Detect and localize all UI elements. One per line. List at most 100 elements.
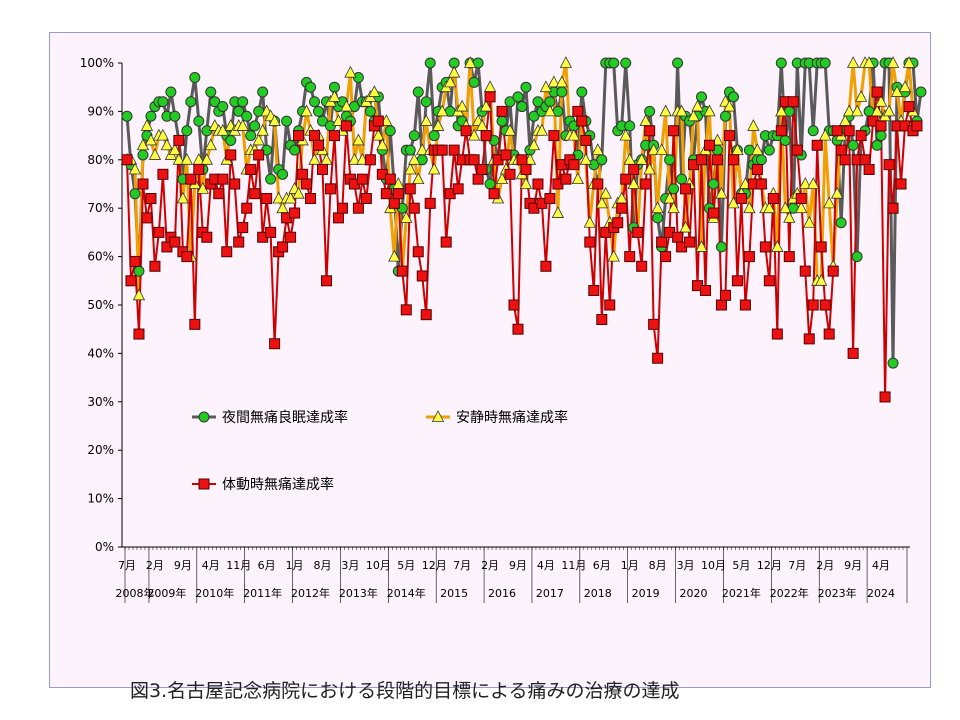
data-point: [217, 173, 229, 185]
y-tick-label: 100%: [80, 56, 114, 70]
data-point: [129, 255, 141, 267]
data-point: [436, 104, 449, 117]
data-point: [148, 148, 162, 160]
data-point: [544, 193, 556, 205]
data-point: [847, 139, 859, 151]
data-point: [400, 211, 413, 223]
data-point: [763, 201, 776, 214]
data-point: [364, 154, 376, 166]
data-point: [496, 105, 508, 117]
data-point: [233, 236, 245, 248]
y-tick-label: 80%: [87, 153, 114, 167]
data-point: [680, 183, 692, 195]
data-point: [121, 110, 133, 122]
x-month-label: 10月: [701, 559, 726, 572]
data-point: [233, 105, 245, 117]
x-year-label: 2023年: [818, 586, 857, 600]
data-point: [500, 149, 512, 161]
legend-label: 安静時無痛達成率: [456, 409, 568, 426]
data-point: [432, 119, 445, 131]
data-point: [771, 328, 783, 340]
x-year-label: 2012年: [291, 586, 330, 600]
x-year-label: 2013年: [339, 586, 378, 600]
data-point: [596, 154, 608, 166]
data-point: [567, 128, 581, 141]
data-point: [862, 56, 876, 68]
x-month-label: 3月: [677, 559, 695, 572]
data-point: [145, 193, 157, 205]
data-point: [815, 273, 828, 286]
data-point: [647, 143, 660, 156]
data-point: [803, 215, 816, 228]
figure-caption: 図3.名古屋記念病院における段階的目標による痛みの治療の達成: [130, 680, 680, 702]
legend-marker: [198, 411, 210, 423]
x-month-label: 5月: [397, 559, 415, 572]
x-month-label: 11月: [561, 559, 586, 572]
x-year-label: 2021年: [722, 586, 761, 600]
data-point: [747, 119, 760, 131]
data-point: [153, 226, 165, 238]
data-point: [707, 178, 719, 190]
data-point: [420, 309, 432, 321]
data-point: [874, 94, 888, 107]
data-point: [364, 105, 376, 117]
data-point: [480, 130, 492, 142]
data-point: [715, 299, 727, 311]
data-point: [679, 220, 692, 233]
data-point: [672, 57, 684, 69]
data-point: [672, 231, 684, 243]
data-point: [815, 241, 827, 253]
data-point: [887, 202, 899, 214]
data-point: [759, 241, 771, 253]
data-point: [137, 178, 149, 190]
data-point: [859, 154, 871, 166]
chart-axes: 0% 10% 20% 30% 40% 50% 60% 70% 80% 90% 100% 7月 2月 9月 4…: [80, 56, 910, 603]
data-point: [723, 130, 735, 142]
x-month-label: 10月: [366, 559, 391, 572]
data-point: [707, 207, 719, 219]
data-point: [265, 173, 277, 185]
legend-marker: [198, 478, 210, 490]
data-point: [596, 314, 608, 326]
data-point: [704, 139, 716, 151]
data-point: [583, 215, 596, 228]
data-point: [532, 96, 544, 108]
data-point: [168, 143, 182, 156]
data-point: [775, 125, 787, 137]
data-point: [652, 212, 664, 224]
data-point: [129, 188, 141, 200]
data-point: [297, 168, 309, 180]
data-point: [368, 85, 381, 97]
data-point: [269, 338, 281, 350]
chart-frame: 0% 10% 20% 30% 40% 50% 60% 70% 80% 90% 100% 7月 2月 9月 4…: [49, 32, 931, 702]
data-point: [883, 159, 895, 171]
data-point: [636, 260, 648, 272]
legend-label: 夜間無痛良眠達成率: [222, 409, 348, 426]
data-point: [133, 328, 145, 340]
data-point: [125, 275, 137, 287]
data-point: [775, 57, 787, 69]
data-point: [348, 152, 361, 165]
data-point: [604, 299, 616, 311]
data-point: [241, 202, 253, 214]
data-point: [547, 75, 561, 88]
data-point: [376, 138, 389, 151]
legend-label: 体動時無痛達成率: [222, 476, 334, 493]
data-point: [783, 251, 795, 263]
data-point: [644, 125, 656, 137]
data-point: [424, 197, 436, 209]
series-line-3: [126, 91, 918, 398]
data-point: [715, 186, 728, 199]
data-point: [519, 177, 533, 189]
data-point: [185, 173, 197, 185]
data-point: [691, 99, 704, 112]
data-point: [879, 391, 891, 403]
data-point: [528, 110, 540, 122]
y-tick-label: 30%: [87, 395, 114, 409]
data-point: [503, 123, 517, 136]
legend-item-3: 体動時無痛達成率: [192, 476, 334, 493]
y-tick-label: 90%: [87, 104, 114, 118]
data-point: [340, 99, 353, 112]
data-point: [535, 123, 549, 136]
data-point: [779, 134, 791, 146]
